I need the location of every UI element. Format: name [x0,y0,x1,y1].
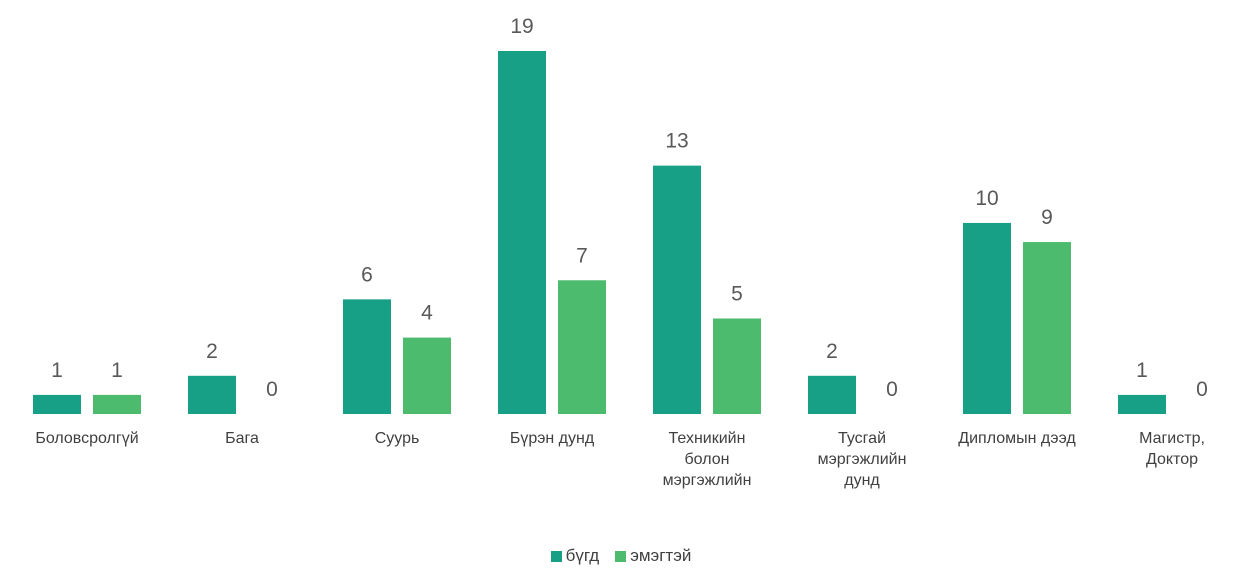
x-tick-label: Боловсролгүй [35,430,139,447]
legend-label: эмэгтэй [630,546,692,565]
bar [963,222,1011,414]
data-label: 1 [51,359,63,382]
bar [808,375,856,414]
legend-swatch [550,550,562,562]
x-tick-label: Бага [225,430,259,447]
legend-label: бүгд [565,546,600,565]
data-label: 5 [731,282,743,305]
x-tick-label: Бүрэн дунд [509,430,595,447]
data-label: 19 [510,15,533,38]
bar [403,337,451,414]
data-label: 2 [826,340,838,363]
x-tick-label: Дипломын дээд [958,430,1076,447]
data-label: 1 [1136,359,1148,382]
data-label: 0 [886,378,898,401]
legend-item: эмэгтэй [615,546,691,566]
data-label: 2 [206,340,218,363]
bar [1118,394,1166,414]
x-tick-label: Суурь [374,430,420,447]
data-label: 13 [665,130,688,153]
data-label: 6 [361,263,373,286]
x-tick-label: Тусгай мэргэжлийн дунд [817,430,907,489]
data-label: 0 [1196,378,1208,401]
bar [558,280,606,414]
data-label: 1 [111,359,123,382]
bar [188,375,236,414]
bar [33,394,81,414]
x-tick-label: Магистр, Доктор [1139,430,1205,468]
bar [343,299,391,414]
data-label: 9 [1041,206,1053,229]
bar [498,51,546,414]
data-label: 4 [421,302,433,325]
bar [653,165,701,414]
bar [93,394,141,414]
bar [713,318,761,414]
x-tick-label: Техникийн болон мэргэжлийн [662,430,752,489]
data-label: 7 [576,244,588,267]
data-label: 10 [975,187,998,210]
legend-item: бүгд [550,546,600,566]
bar [1023,242,1071,414]
data-label: 0 [266,378,278,401]
legend: бүгд эмэгтэй [0,546,1242,566]
legend-swatch [615,550,627,562]
